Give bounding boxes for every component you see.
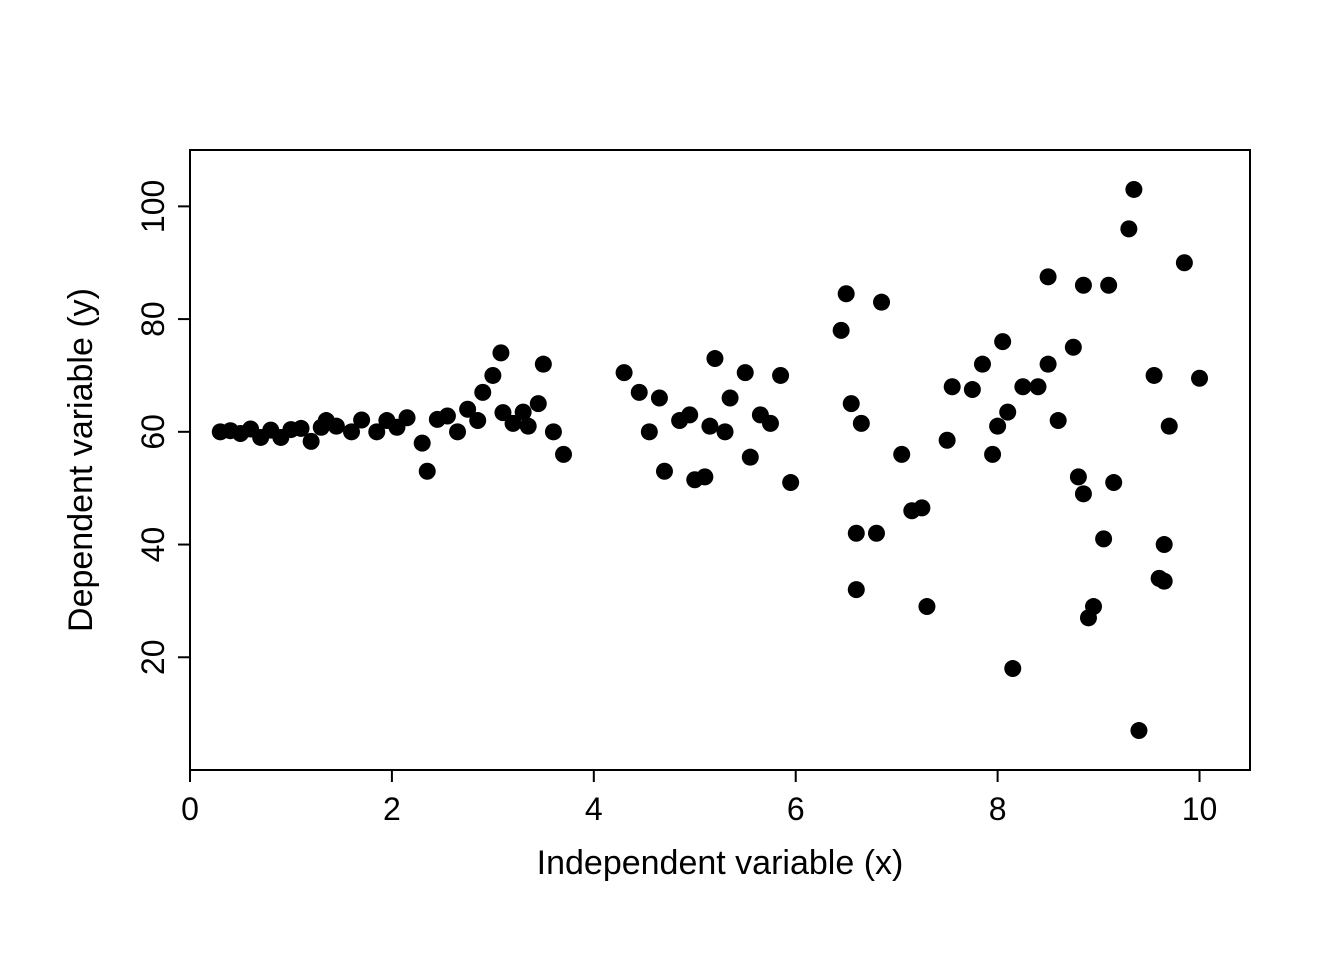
data-point xyxy=(1156,573,1173,590)
data-point xyxy=(853,415,870,432)
data-point xyxy=(1130,722,1147,739)
data-point xyxy=(717,423,734,440)
data-point xyxy=(964,381,981,398)
x-tick-label: 0 xyxy=(181,791,199,827)
data-point xyxy=(873,294,890,311)
x-tick-label: 10 xyxy=(1182,791,1218,827)
data-point xyxy=(530,395,547,412)
scatter-chart: 0 2 4 6 8 10 20 40 60 80 100 Independent variable (… xyxy=(0,0,1344,960)
data-point xyxy=(328,418,345,435)
data-point xyxy=(1075,277,1092,294)
data-point xyxy=(616,364,633,381)
data-point xyxy=(742,449,759,466)
data-point xyxy=(772,367,789,384)
data-point xyxy=(1105,474,1122,491)
data-point xyxy=(535,356,552,373)
y-tick-label: 100 xyxy=(135,180,171,233)
data-point xyxy=(762,415,779,432)
data-point xyxy=(706,350,723,367)
data-point xyxy=(701,418,718,435)
data-point xyxy=(838,285,855,302)
data-point xyxy=(1014,378,1031,395)
data-point xyxy=(681,406,698,423)
data-point xyxy=(651,390,668,407)
x-tick-label: 4 xyxy=(585,791,603,827)
data-point xyxy=(545,423,562,440)
data-point xyxy=(843,395,860,412)
data-point xyxy=(848,525,865,542)
data-point xyxy=(399,409,416,426)
data-point xyxy=(303,433,320,450)
data-point xyxy=(1100,277,1117,294)
data-point xyxy=(737,364,754,381)
data-point xyxy=(1065,339,1082,356)
data-point xyxy=(520,418,537,435)
data-point xyxy=(469,412,486,429)
data-point xyxy=(353,411,370,428)
data-point xyxy=(1070,468,1087,485)
data-point xyxy=(492,344,509,361)
y-tick-label: 60 xyxy=(135,414,171,450)
data-point xyxy=(944,378,961,395)
chart-svg: 0 2 4 6 8 10 20 40 60 80 100 Independent variable (… xyxy=(0,0,1344,960)
data-point xyxy=(913,499,930,516)
data-point xyxy=(1120,220,1137,237)
data-point xyxy=(1040,356,1057,373)
data-point xyxy=(994,333,1011,350)
data-point xyxy=(939,432,956,449)
data-point xyxy=(414,435,431,452)
data-point xyxy=(984,446,1001,463)
y-axis-label: Dependent variable (y) xyxy=(62,288,100,632)
y-tick-label: 40 xyxy=(135,527,171,563)
data-point xyxy=(474,384,491,401)
data-point xyxy=(722,390,739,407)
x-tick-label: 6 xyxy=(787,791,805,827)
data-point xyxy=(1004,660,1021,677)
data-point xyxy=(1156,536,1173,553)
data-point xyxy=(1085,598,1102,615)
data-point xyxy=(1176,254,1193,271)
data-point xyxy=(893,446,910,463)
x-tick-label: 8 xyxy=(989,791,1007,827)
data-point xyxy=(631,384,648,401)
data-point xyxy=(484,367,501,384)
y-tick-label: 20 xyxy=(135,639,171,675)
data-point xyxy=(833,322,850,339)
data-point xyxy=(974,356,991,373)
data-point xyxy=(1040,268,1057,285)
data-point xyxy=(1050,412,1067,429)
data-point xyxy=(1125,181,1142,198)
data-point xyxy=(1075,485,1092,502)
data-point xyxy=(641,423,658,440)
data-point xyxy=(1191,370,1208,387)
data-point xyxy=(555,446,572,463)
data-point xyxy=(419,463,436,480)
data-point xyxy=(868,525,885,542)
data-point xyxy=(439,408,456,425)
x-axis-label: Independent variable (x) xyxy=(537,844,904,882)
data-point xyxy=(989,418,1006,435)
data-point xyxy=(1030,378,1047,395)
y-tick-label: 80 xyxy=(135,301,171,337)
data-point xyxy=(918,598,935,615)
data-point xyxy=(848,581,865,598)
data-point xyxy=(999,404,1016,421)
data-point xyxy=(696,468,713,485)
data-point xyxy=(782,474,799,491)
data-point xyxy=(656,463,673,480)
data-point xyxy=(1146,367,1163,384)
data-point xyxy=(449,423,466,440)
data-point xyxy=(1095,530,1112,547)
data-point xyxy=(1161,418,1178,435)
x-tick-label: 2 xyxy=(383,791,401,827)
